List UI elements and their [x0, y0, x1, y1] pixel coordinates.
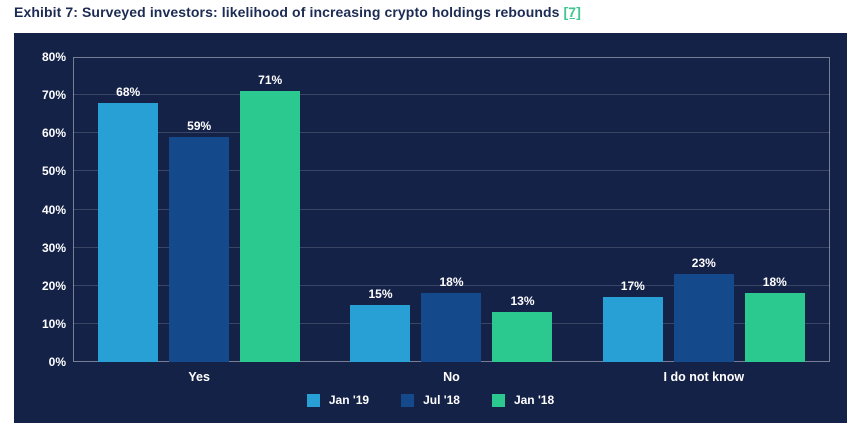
bar-jul18-no [421, 293, 482, 362]
bar-jul18-yes [169, 137, 230, 362]
bar-wrap: 68% [98, 57, 159, 362]
bar-wrap: 17% [602, 57, 663, 362]
bar-wrap: 71% [240, 57, 301, 362]
legend-label: Jan '19 [328, 393, 370, 407]
bar-wrap: 59% [169, 57, 230, 362]
grid-line [73, 208, 830, 210]
bar-value-label: 15% [368, 286, 393, 301]
bar-jan18-i-do-not-know [744, 293, 805, 362]
bar-value-label: 23% [691, 256, 716, 271]
chart-panel: 68% 59% 71% 15% 18% 13% 17% 23% 18% 0% 10% 20% 30% 4… [14, 33, 847, 423]
y-tick-label: 40% [41, 202, 66, 217]
legend-label: Jul '18 [423, 393, 460, 407]
legend-swatch [306, 393, 320, 407]
bar-wrap: 13% [492, 57, 553, 362]
y-tick-label: 50% [41, 164, 66, 179]
page-title: Exhibit 7: Surveyed investors: likelihoo… [14, 4, 581, 20]
bar-value-label: 18% [762, 275, 787, 290]
y-tick-label: 70% [41, 88, 66, 103]
y-tick-label: 30% [41, 240, 66, 255]
legend-item-jan18: Jan '18 [491, 393, 555, 407]
bar-jan19-i-do-not-know [602, 297, 663, 362]
category-label-yes: Yes [188, 370, 210, 384]
y-tick-label: 0% [48, 355, 66, 369]
category-label-i-do-not-know: I do not know [663, 370, 745, 384]
bar-value-label: 59% [187, 119, 212, 134]
bar-group-i-do-not-know: 17% 23% 18% [578, 57, 830, 362]
legend-swatch [491, 393, 505, 407]
legend-label: Jan '18 [513, 393, 555, 407]
bar-group-no: 15% 18% 13% [325, 57, 577, 362]
exhibit-title-text: Exhibit 7: Surveyed investors: likelihoo… [14, 4, 560, 20]
grid-line [73, 132, 830, 134]
bar-wrap: 15% [350, 57, 411, 362]
grid-line [73, 170, 830, 172]
bar-jan18-no [492, 312, 553, 362]
legend: Jan '19 Jul '18 Jan '18 [14, 393, 847, 407]
category-label-no: No [443, 370, 460, 384]
bar-value-label: 68% [116, 84, 141, 99]
y-tick-label: 60% [41, 126, 66, 141]
bar-value-label: 13% [510, 294, 535, 309]
legend-item-jan19: Jan '19 [306, 393, 370, 407]
bar-value-label: 17% [620, 279, 645, 294]
bar-jan18-yes [240, 91, 301, 362]
bar-group-yes: 68% 59% 71% [73, 57, 325, 362]
grid-line [73, 246, 830, 248]
bar-wrap: 18% [421, 57, 482, 362]
y-tick-label: 10% [41, 316, 66, 331]
bar-wrap: 23% [673, 57, 734, 362]
bar-value-label: 71% [258, 73, 283, 88]
bar-jan19-yes [98, 102, 159, 362]
bar-jul18-i-do-not-know [673, 274, 734, 362]
grid-line [73, 284, 830, 286]
legend-swatch [401, 393, 415, 407]
y-tick-label: 20% [41, 278, 66, 293]
bar-value-label: 18% [439, 275, 464, 290]
legend-item-jul18: Jul '18 [401, 393, 460, 407]
y-tick-label: 80% [41, 50, 66, 64]
bar-wrap: 18% [744, 57, 805, 362]
bar-jan19-no [350, 304, 411, 362]
plot-area: 68% 59% 71% 15% 18% 13% 17% 23% 18% [73, 57, 830, 362]
reference-link[interactable]: [7] [563, 4, 581, 20]
grid-line [73, 94, 830, 96]
